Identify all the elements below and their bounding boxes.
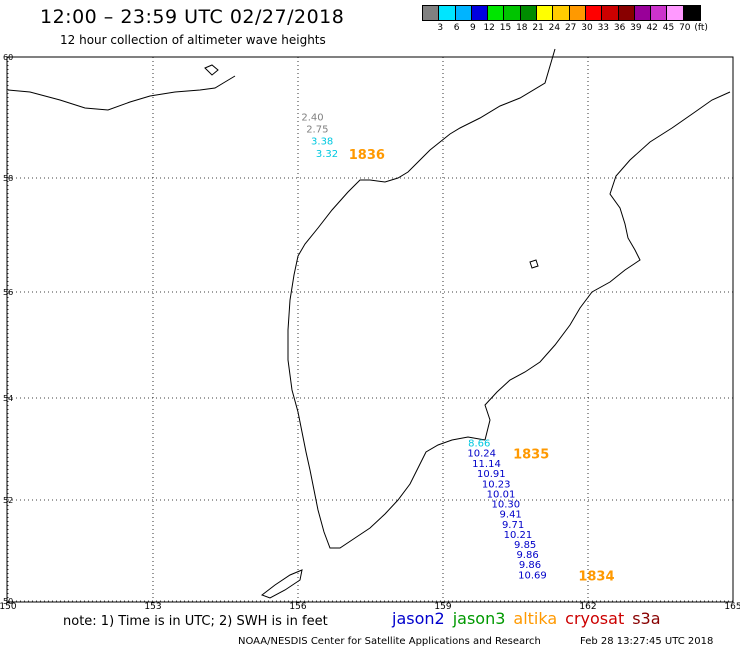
wave-height-value: 9.41 <box>500 510 522 521</box>
lon-tick-label: 162 <box>579 602 596 612</box>
kuril-island <box>260 569 303 599</box>
legend-label: 24 <box>548 23 561 33</box>
wave-height-value: 9.86 <box>516 550 538 561</box>
lon-tick-label: 165 <box>724 602 740 612</box>
legend-label: 42 <box>646 23 658 33</box>
wave-height-value: 9.71 <box>502 520 524 531</box>
legend-label: 27 <box>564 23 577 33</box>
lon-tick-label: 156 <box>289 602 306 612</box>
legend-label: 70 <box>679 23 691 33</box>
wave-height-value: 3.38 <box>311 137 333 148</box>
legend-label: 39 <box>630 23 642 33</box>
wave-height-value: 11.14 <box>472 459 501 470</box>
wave-height-value: 3.32 <box>316 149 338 160</box>
legend-swatch <box>553 6 570 20</box>
satellite-name: jason2 <box>392 609 445 628</box>
kamchatka-east-coast <box>484 91 731 441</box>
legend-label: 9 <box>470 23 476 33</box>
wave-height-value: 10.91 <box>477 469 506 480</box>
wave-height-value: 10.23 <box>482 479 511 490</box>
wave-height-value: 8.66 <box>468 438 490 449</box>
lat-tick-label: 50 <box>3 597 13 606</box>
lon-tick-label: 159 <box>434 602 451 612</box>
page-subtitle: 12 hour collection of altimeter wave hei… <box>60 33 326 47</box>
satellite-legend: jason2 jason3 altika cryosat s3a <box>392 609 669 628</box>
legend-swatch <box>651 6 668 20</box>
legend-label: 30 <box>581 23 593 33</box>
wave-height-value: 9.85 <box>514 540 536 551</box>
coastline <box>7 48 731 599</box>
legend-swatch <box>471 6 489 20</box>
footer-note: note: 1) Time is in UTC; 2) SWH is in fe… <box>63 614 328 629</box>
legend-swatch <box>683 6 701 20</box>
lon-tick-label: 153 <box>144 602 161 612</box>
pass-id-label: 1836 <box>349 148 385 163</box>
legend-swatch <box>488 6 505 20</box>
pass-id-label: 1834 <box>578 569 614 584</box>
island-small-2 <box>529 259 539 269</box>
lat-tick-label: 52 <box>3 496 13 505</box>
wave-height-value: 2.75 <box>306 125 328 136</box>
legend-swatch <box>537 6 554 20</box>
footer-timestamp: Feb 28 13:27:45 UTC 2018 <box>580 636 714 647</box>
legend-label: 6 <box>453 23 460 33</box>
legend-label: 33 <box>597 23 610 33</box>
satellite-name: jason3 <box>452 609 506 628</box>
altimeter-tracks: 2.402.753.383.32 18368.6610.2411.1410.911… <box>301 113 614 585</box>
satellite-name: altika <box>513 609 558 628</box>
lat-tick-label: 54 <box>3 394 13 403</box>
lat-tick-label: 60 <box>3 53 13 62</box>
wave-height-value: 10.01 <box>487 489 516 500</box>
legend-swatch <box>634 6 652 20</box>
legend-label: 15 <box>499 23 512 33</box>
wave-height-value: 10.21 <box>504 530 533 541</box>
legend-label: 45 <box>662 23 675 33</box>
map-grid <box>7 56 734 602</box>
legend-swatch <box>439 6 456 20</box>
color-legend: 3 6 9 12 15 18 21 24 27 30 33 36 39 42 45 70 (ft) <box>422 5 708 33</box>
legend-swatch <box>569 6 586 20</box>
legend-swatch <box>667 6 684 20</box>
legend-label: 12 <box>483 23 495 33</box>
wave-height-value: 10.24 <box>467 449 496 460</box>
satellite-name: cryosat <box>565 609 625 628</box>
legend-colorbar <box>422 5 702 21</box>
legend-label: 21 <box>532 23 544 33</box>
lon-tick-label: 150 <box>0 602 17 612</box>
legend-label: 36 <box>613 23 626 33</box>
legend-swatch <box>520 6 538 20</box>
lat-tick-label: 58 <box>3 174 13 183</box>
legend-labels: 3 6 9 12 15 18 21 24 27 30 33 36 39 42 45 70 (ft) <box>422 21 707 33</box>
axis-tick-labels: 150 153 156 159 162 165 60 58 56 54 52 50 <box>0 53 740 612</box>
wave-height-value: 10.69 <box>518 570 547 581</box>
map-frame <box>6 56 734 603</box>
legend-swatch <box>585 6 603 20</box>
legend-label: 18 <box>516 23 528 33</box>
page-title: 12:00 – 23:59 UTC 02/27/2018 <box>40 6 345 28</box>
legend-swatch <box>504 6 521 20</box>
satellite-name: s3a <box>632 609 661 628</box>
kamchatka-west-coast <box>287 48 556 549</box>
island-small-1 <box>204 64 219 76</box>
legend-swatch <box>618 6 635 20</box>
okhotsk-north-coast <box>7 75 236 111</box>
legend-swatch <box>602 6 619 20</box>
legend-label: (ft) <box>694 23 708 33</box>
lat-tick-label: 56 <box>3 288 13 297</box>
wave-height-value: 2.40 <box>301 113 323 124</box>
wave-height-value: 10.30 <box>492 500 521 511</box>
legend-label: 3 <box>437 23 444 33</box>
footer-credit: NOAA/NESDIS Center for Satellite Applica… <box>238 636 541 647</box>
legend-swatch <box>423 6 440 20</box>
pass-id-label: 1835 <box>513 448 549 463</box>
legend-swatch <box>455 6 472 20</box>
wave-height-value: 9.86 <box>519 560 541 571</box>
